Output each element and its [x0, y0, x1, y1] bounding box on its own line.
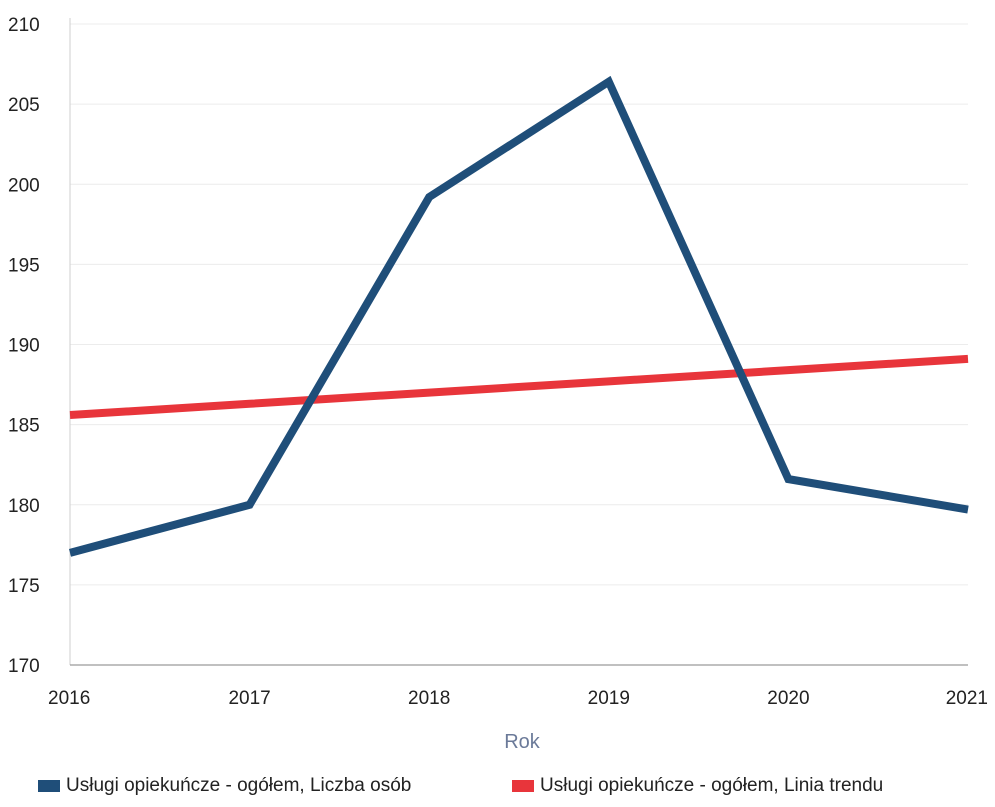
- series-line-liczba-osob: [68, 75, 969, 557]
- legend-item-series-2: Usługi opiekuńcze - ogółem, Linia trendu: [512, 768, 883, 804]
- x-tick-labels: 2016 2017 2018 2019 2020 2021: [48, 688, 988, 709]
- gridlines: [70, 23, 968, 586]
- y-tick-label: 200: [8, 175, 40, 196]
- series-lines: [68, 75, 969, 557]
- y-tick-label: 210: [8, 15, 40, 36]
- legend: Usługi opiekuńcze - ogółem, Liczba osób …: [0, 768, 995, 804]
- x-tick-label: 2018: [408, 688, 450, 709]
- x-tick-label: 2021: [946, 688, 988, 709]
- legend-label-series-2: Usługi opiekuńcze - ogółem, Linia trendu: [540, 775, 884, 796]
- y-tick-label: 195: [8, 255, 40, 276]
- legend-label-series-1: Usługi opiekuńcze - ogółem, Liczba osób: [66, 775, 412, 796]
- y-tick-label: 170: [8, 656, 40, 677]
- x-tick-label: 2019: [588, 688, 630, 709]
- legend-item-series-1: Usługi opiekuńcze - ogółem, Liczba osób: [38, 768, 411, 804]
- y-tick-label: 175: [8, 576, 40, 597]
- y-tick-label: 190: [8, 336, 40, 357]
- x-tick-label: 2020: [767, 688, 809, 709]
- y-tick-label: 205: [8, 95, 40, 116]
- y-tick-label: 180: [8, 496, 40, 517]
- x-tick-label: 2017: [228, 688, 270, 709]
- legend-swatch-series-2: [512, 780, 534, 792]
- y-tick-label: 185: [8, 416, 40, 437]
- legend-swatch-series-1: [38, 780, 60, 792]
- x-axis-title: Rok: [504, 731, 541, 753]
- series-line-linia-trendu: [69, 354, 969, 420]
- axes: [69, 18, 968, 666]
- y-tick-labels: 170 175 180 185 190 195 200 205 210: [8, 15, 40, 677]
- x-tick-label: 2016: [48, 688, 90, 709]
